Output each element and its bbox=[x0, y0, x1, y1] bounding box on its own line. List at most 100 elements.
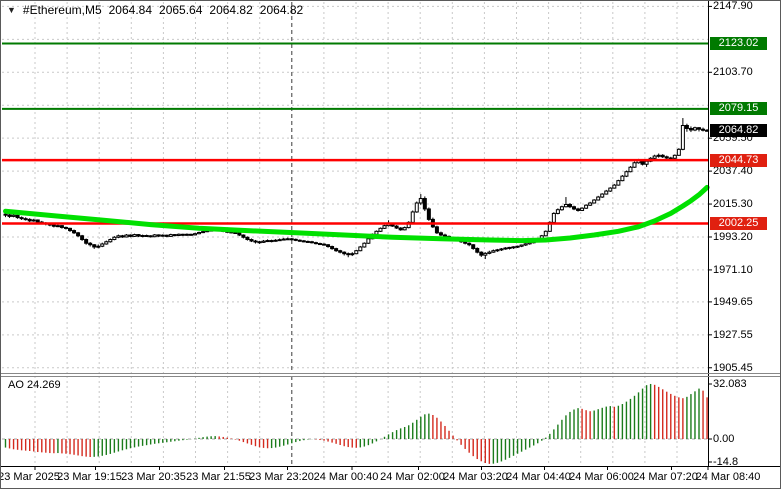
candle-bull bbox=[273, 239, 278, 242]
candle-bull bbox=[265, 240, 270, 243]
candle-bull bbox=[132, 234, 137, 237]
candle-bull bbox=[555, 209, 560, 214]
candle-bull bbox=[624, 171, 629, 177]
candle-bear bbox=[63, 226, 68, 229]
candle-bear bbox=[92, 244, 97, 248]
ohlc-open: 2064.84 bbox=[108, 3, 153, 17]
candle-bear bbox=[572, 206, 577, 210]
candle-bear bbox=[434, 226, 439, 234]
price-axis-label: 1993.20 bbox=[713, 230, 753, 243]
candle-bear bbox=[338, 250, 343, 253]
candle-bear bbox=[68, 227, 73, 232]
time-axis-label: 23 Mar 2025 bbox=[0, 471, 60, 483]
candle-bull bbox=[563, 203, 568, 208]
candle-bear bbox=[233, 232, 238, 235]
candle-bull bbox=[96, 245, 101, 248]
candle-bull bbox=[160, 234, 165, 237]
candle-bull bbox=[201, 231, 206, 234]
candle-bull bbox=[600, 193, 605, 198]
candle-bull bbox=[596, 196, 601, 201]
candle-bear bbox=[660, 154, 665, 158]
time-axis-label: 23 Mar 21:55 bbox=[186, 471, 251, 483]
candle-bear bbox=[305, 240, 310, 243]
candle-bear bbox=[701, 128, 706, 131]
candle-bear bbox=[7, 214, 12, 217]
candle-bear bbox=[257, 241, 262, 244]
candle-bull bbox=[281, 238, 286, 241]
candle-bull bbox=[515, 245, 520, 248]
candle-bull bbox=[676, 148, 681, 156]
candle-bear bbox=[51, 224, 56, 227]
candle-bear bbox=[128, 234, 133, 237]
candle-bear bbox=[479, 251, 484, 256]
candle-bull bbox=[551, 212, 556, 223]
time-axis-label: 23 Mar 19:15 bbox=[57, 471, 122, 483]
candle-bull bbox=[362, 242, 367, 248]
candle-bear bbox=[438, 232, 443, 236]
candle-bull bbox=[374, 230, 379, 235]
candle-bear bbox=[84, 239, 89, 244]
candle-bear bbox=[15, 214, 20, 219]
candle-bear bbox=[684, 125, 689, 129]
candle-bear bbox=[301, 240, 306, 243]
candle-bull bbox=[680, 125, 685, 150]
candle-bull bbox=[483, 252, 488, 256]
candle-bear bbox=[346, 253, 351, 256]
price-badge-resistance: 2123.02 bbox=[710, 37, 767, 50]
candle-bear bbox=[313, 242, 318, 245]
ao-histogram bbox=[4, 383, 708, 464]
symbol-dropdown-icon[interactable]: ▼ bbox=[7, 5, 16, 15]
grid bbox=[2, 2, 708, 466]
candle-bull bbox=[588, 202, 593, 206]
candle-bear bbox=[442, 234, 447, 237]
candle-bull bbox=[543, 230, 548, 237]
candle-bear bbox=[59, 225, 64, 228]
candle-bear bbox=[269, 240, 274, 243]
candle-bull bbox=[592, 199, 597, 204]
candle-bear bbox=[463, 241, 468, 244]
price-badge-resistance: 2079.15 bbox=[710, 102, 767, 116]
candle-bull bbox=[604, 190, 609, 195]
candle-bull bbox=[176, 233, 181, 236]
candle-bull bbox=[418, 198, 423, 204]
candle-bull bbox=[656, 154, 661, 157]
candle-bear bbox=[120, 235, 125, 238]
price-badge-support: 2002.25 bbox=[710, 216, 767, 230]
candle-bull bbox=[55, 225, 60, 228]
candle-bear bbox=[188, 233, 193, 236]
indicator-axis-label: -14.8 bbox=[713, 456, 739, 468]
price-axis-label: 1971.10 bbox=[713, 263, 753, 276]
candle-bull bbox=[261, 240, 266, 243]
candle-bear bbox=[241, 234, 246, 238]
candle-bear bbox=[289, 238, 294, 241]
candle-bear bbox=[249, 239, 254, 242]
candle-bear bbox=[475, 247, 480, 253]
candle-bull bbox=[277, 239, 282, 242]
candle-bear bbox=[88, 242, 93, 246]
price-axis-label: 2147.90 bbox=[713, 0, 753, 13]
candle-bull bbox=[100, 243, 105, 247]
candle-bull bbox=[124, 234, 129, 238]
price-axis-label: 1949.65 bbox=[713, 295, 753, 308]
candle-bear bbox=[164, 234, 169, 237]
candle-bear bbox=[309, 241, 314, 244]
candle-bull bbox=[616, 180, 621, 186]
candle-bear bbox=[668, 157, 673, 160]
price-axis-label: 1905.45 bbox=[713, 361, 753, 374]
candle-bear bbox=[180, 233, 185, 236]
candle-bear bbox=[156, 234, 161, 237]
candle-bull bbox=[620, 175, 625, 182]
candle-bull bbox=[116, 235, 121, 238]
candle-bull bbox=[11, 214, 16, 217]
candle-bull bbox=[491, 250, 496, 253]
ohlc-close: 2064.82 bbox=[259, 3, 304, 17]
ohlc-info: ▼ #Ethereum,M5 2064.84 2065.64 2064.82 2… bbox=[7, 3, 303, 17]
candle-bull bbox=[184, 233, 189, 236]
candle-bear bbox=[471, 244, 476, 249]
candle-bear bbox=[567, 203, 572, 208]
candle-bull bbox=[499, 248, 504, 251]
candle-bear bbox=[326, 244, 331, 248]
candle-bear bbox=[237, 232, 242, 236]
time-axis-label: 24 Mar 03:20 bbox=[443, 471, 508, 483]
